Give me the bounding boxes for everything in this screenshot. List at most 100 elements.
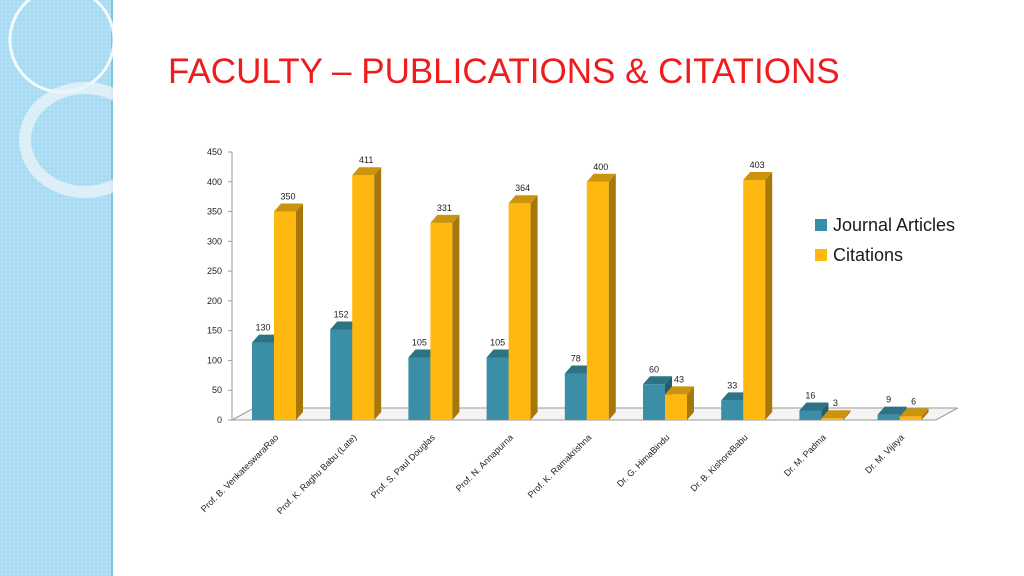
- data-label-citations: 403: [750, 160, 765, 170]
- bar-front: [564, 373, 587, 420]
- legend-item-citations: Citations: [815, 240, 955, 270]
- data-label-citations: 411: [359, 155, 373, 165]
- bar-side: [374, 167, 382, 420]
- bar-side: [821, 402, 829, 420]
- bar-top: [721, 392, 751, 401]
- bar-citations: [508, 195, 538, 420]
- bar-front: [799, 410, 822, 420]
- bar-top: [899, 408, 929, 417]
- y-tick-label: 300: [207, 236, 222, 246]
- bar-top: [430, 214, 460, 223]
- bar-side: [921, 408, 929, 420]
- y-tick-label: 400: [207, 177, 222, 187]
- bar-front: [508, 203, 531, 420]
- bar-front: [665, 394, 687, 420]
- bar-front: [330, 329, 353, 420]
- bar-top: [877, 406, 907, 415]
- data-label-citations: 6: [911, 396, 916, 406]
- bar-side: [452, 214, 460, 420]
- x-tick-label: Prof. B. VenkateswaraRao: [199, 432, 281, 514]
- bar-front: [821, 418, 844, 420]
- data-label-citations: 350: [280, 192, 295, 202]
- data-label-citations: 331: [437, 203, 452, 213]
- bar-side: [530, 195, 538, 420]
- bar-side: [687, 386, 694, 420]
- x-tick-label: Dr. M. Vijaya: [863, 432, 906, 475]
- data-label-journal: 9: [886, 395, 891, 405]
- bar-top: [586, 173, 616, 182]
- bar-front: [743, 179, 766, 420]
- data-label-journal: 78: [571, 354, 581, 364]
- bar-front: [721, 400, 744, 420]
- bar-top: [743, 171, 773, 180]
- x-tick-label: Prof. K. Raghu Babu (Late): [275, 432, 359, 516]
- bar-front: [586, 181, 609, 420]
- bar-top: [486, 349, 516, 358]
- side-decoration-panel: [0, 0, 113, 576]
- legend-label-citations: Citations: [833, 244, 904, 265]
- data-label-journal: 152: [334, 309, 349, 319]
- bar-front: [643, 384, 665, 420]
- y-tick-label: 200: [207, 296, 222, 306]
- y-tick-label: 50: [212, 385, 222, 395]
- bar-journal: [799, 402, 829, 420]
- slide-title: FACULTY – PUBLICATIONS & CITATIONS: [168, 52, 840, 91]
- bar-top: [274, 203, 303, 212]
- y-tick-label: 150: [207, 326, 222, 336]
- bar-citations: [743, 171, 773, 420]
- data-label-citations: 364: [515, 183, 530, 193]
- bar-front: [352, 175, 375, 420]
- bar-top: [352, 167, 382, 176]
- y-tick-label: 250: [207, 266, 222, 276]
- bar-citations: [821, 410, 851, 420]
- bar-front: [252, 342, 274, 420]
- bar-front: [274, 211, 296, 420]
- bar-citations: [274, 203, 303, 420]
- bar-front: [877, 414, 900, 420]
- y-tick-label: 0: [217, 415, 222, 425]
- chart-legend: Journal Articles Citations: [815, 210, 955, 270]
- x-tick-label: Dr. B. KishoreBabu: [689, 432, 750, 493]
- data-label-journal: 105: [412, 337, 427, 347]
- data-label-journal: 33: [727, 380, 737, 390]
- legend-swatch-citations: [815, 249, 827, 261]
- bar-top: [643, 376, 672, 385]
- x-tick-label: Dr. G. HimaBindu: [615, 432, 672, 489]
- bar-front: [408, 357, 431, 420]
- bar-top: [564, 365, 594, 374]
- bar-top: [665, 386, 694, 395]
- bar-citations: [665, 386, 694, 420]
- bar-front: [430, 222, 453, 420]
- bar-side: [765, 171, 773, 420]
- bar-top: [330, 321, 360, 330]
- bar-top: [799, 402, 829, 411]
- data-label-journal: 130: [255, 323, 270, 333]
- x-tick-label: Dr. M. Padma: [782, 432, 828, 478]
- bar-front: [486, 357, 509, 420]
- bar-citations: [899, 408, 929, 420]
- bar-citations: [586, 173, 616, 420]
- bar-top: [821, 410, 851, 419]
- y-tick-label: 350: [207, 207, 222, 217]
- legend-label-journal: Journal Articles: [833, 214, 956, 235]
- legend-item-journal: Journal Articles: [815, 210, 955, 240]
- chart-bars: [252, 167, 929, 420]
- bar-top: [508, 195, 538, 204]
- y-tick-label: 450: [207, 147, 222, 157]
- bar-top: [252, 334, 281, 343]
- bar-citations: [352, 167, 382, 420]
- bar-top: [408, 349, 438, 358]
- bar-side: [843, 410, 851, 420]
- bar-side: [296, 203, 303, 420]
- data-label-journal: 60: [649, 364, 659, 374]
- data-label-citations: 400: [593, 162, 608, 172]
- x-tick-label: Prof. S. Paul Douglas: [369, 432, 437, 500]
- data-label-citations: 43: [674, 374, 684, 384]
- data-label-journal: 16: [805, 390, 815, 400]
- bar-side: [608, 173, 616, 420]
- data-label-citations: 3: [833, 398, 838, 408]
- data-label-journal: 105: [490, 337, 505, 347]
- bar-citations: [430, 214, 460, 420]
